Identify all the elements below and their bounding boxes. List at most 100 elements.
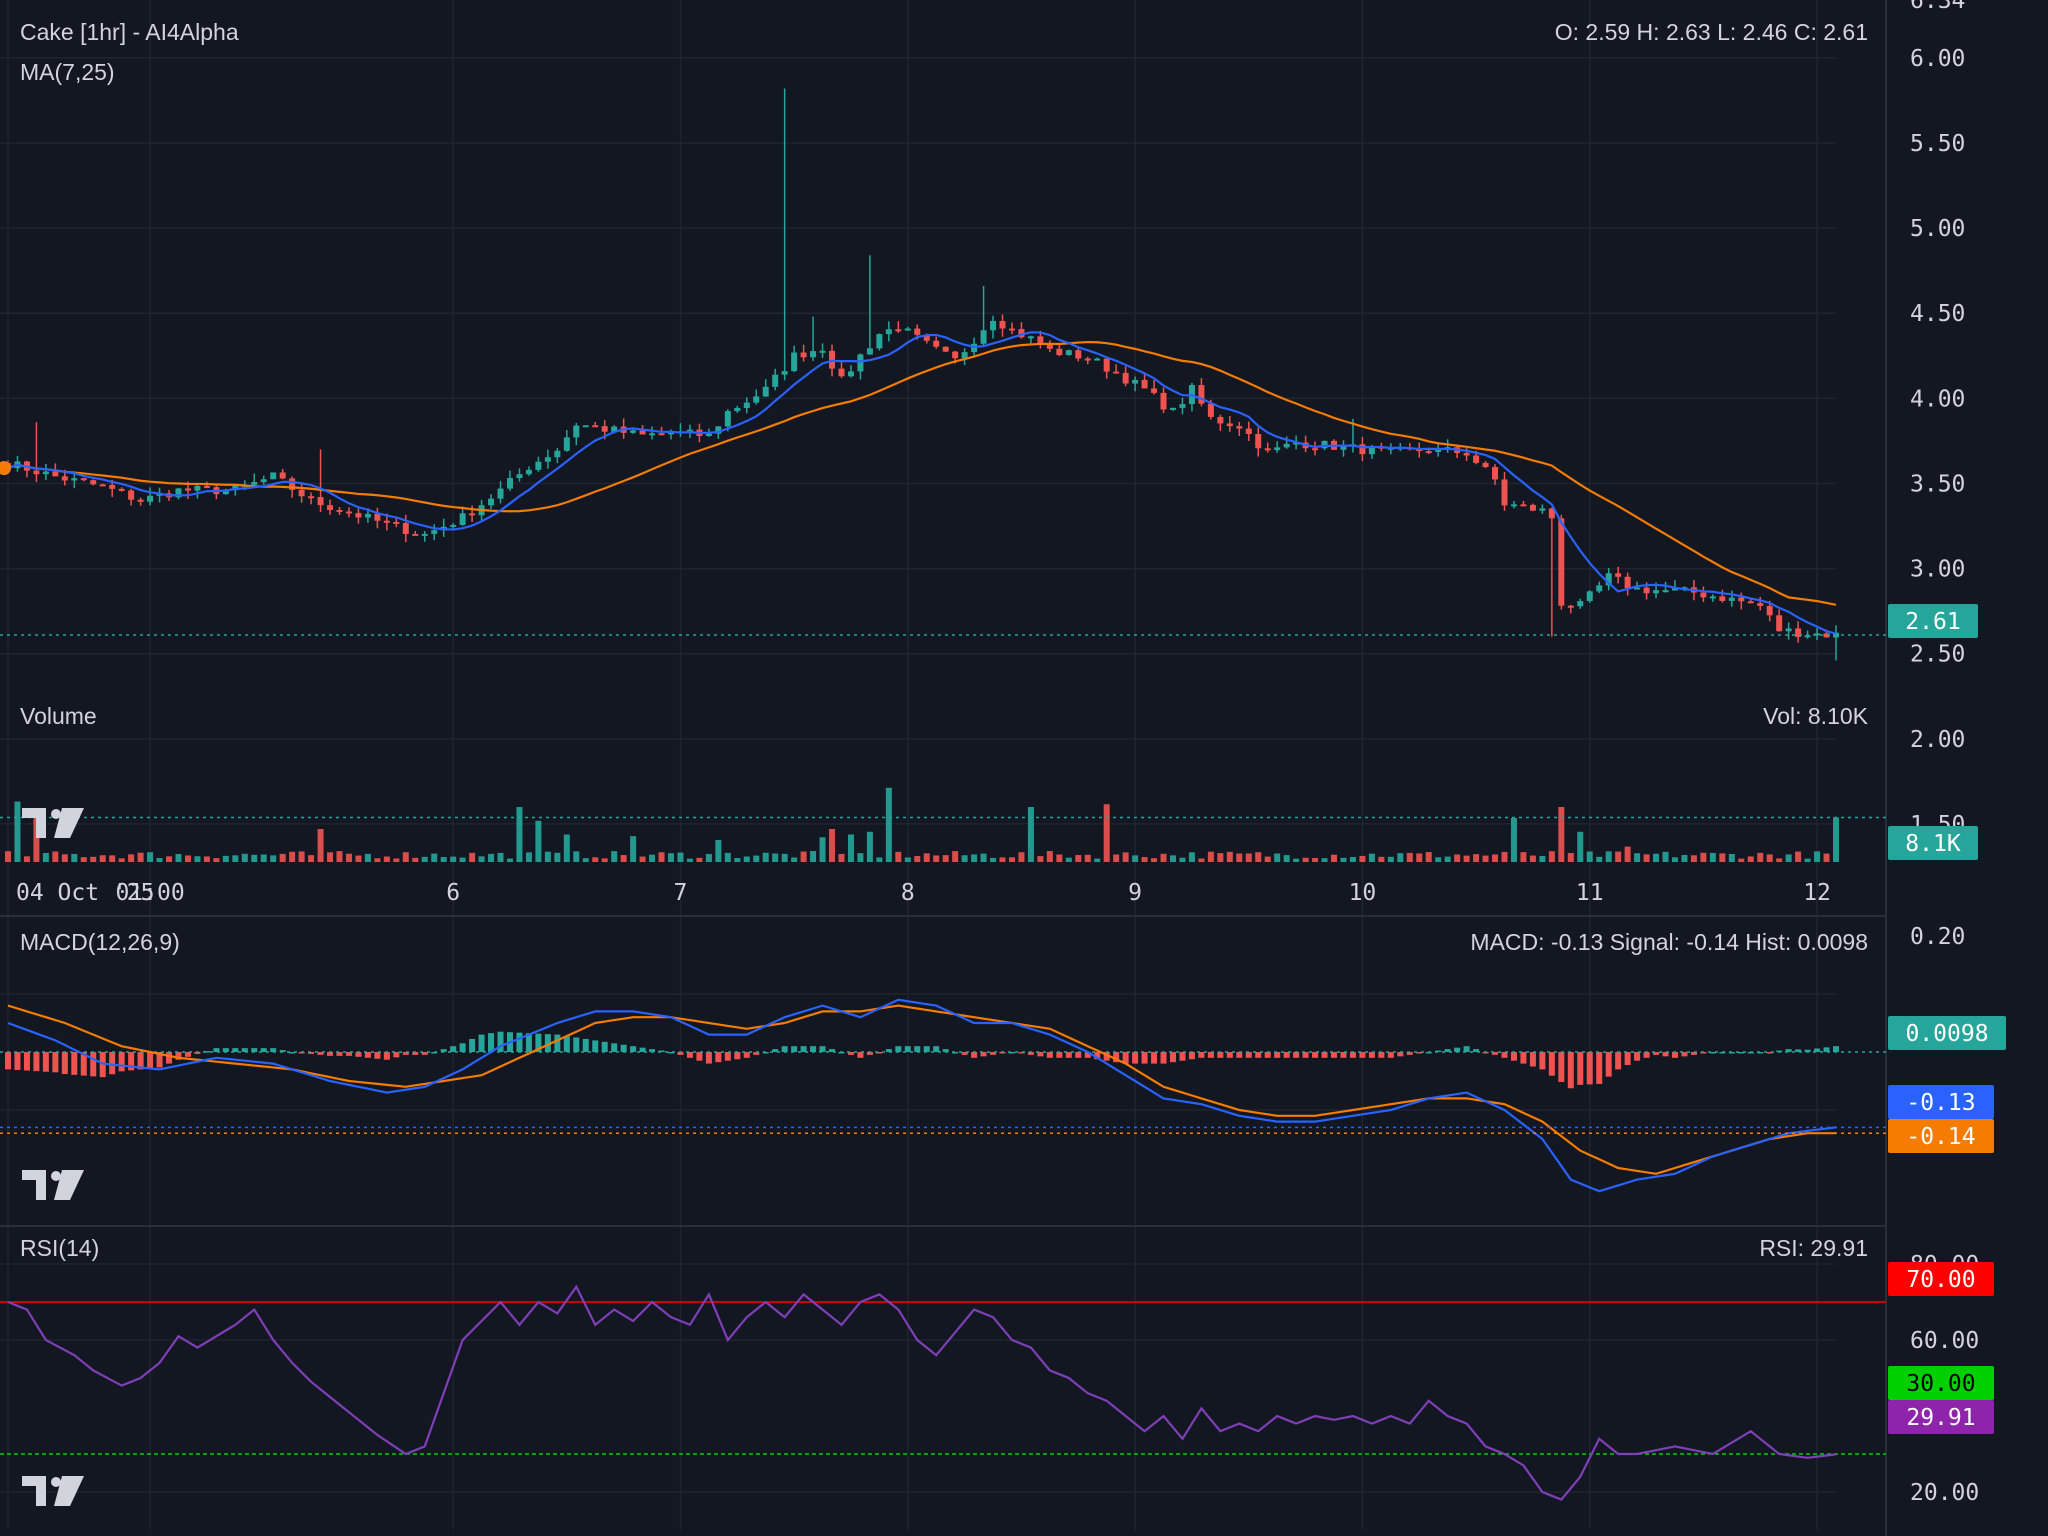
candle-body <box>260 479 267 482</box>
volume-bar <box>1406 852 1413 862</box>
volume-bar <box>601 858 608 862</box>
candle-body <box>1198 385 1205 404</box>
volume-bar <box>488 853 495 862</box>
macd-histogram-bar <box>279 1050 286 1052</box>
time-tick-label: 01:00 <box>115 880 184 906</box>
volume-bar <box>715 840 722 862</box>
volume-bar <box>52 851 59 862</box>
macd-histogram-bar <box>525 1033 532 1052</box>
macd-histogram-bar <box>980 1052 987 1057</box>
candle-body <box>980 330 987 344</box>
macd-histogram-bar <box>1075 1052 1082 1058</box>
macd-histogram-bar <box>128 1052 135 1071</box>
candle-body <box>1615 573 1622 577</box>
volume-bar <box>1700 852 1707 862</box>
candle-body <box>1368 446 1375 455</box>
last-price-badge: 2.61 <box>1888 604 1978 638</box>
macd-histogram-bar <box>1056 1052 1063 1058</box>
ma7-line <box>7 331 1837 635</box>
volume-bar <box>1274 853 1281 862</box>
candle-body <box>1425 451 1432 454</box>
candle-body <box>952 351 959 359</box>
macd-histogram-bar <box>270 1048 277 1052</box>
macd-histogram-bar <box>61 1052 68 1075</box>
macd-histogram-bar <box>544 1034 551 1052</box>
candle-body <box>1274 447 1281 451</box>
macd-histogram-bar <box>1681 1052 1688 1057</box>
candle-body <box>251 481 258 485</box>
volume-bar <box>677 852 684 862</box>
candle-body <box>876 334 883 349</box>
volume-bar <box>876 857 883 862</box>
volume-bar <box>990 857 997 862</box>
volume-bar <box>1008 857 1015 862</box>
macd-histogram-bar <box>440 1049 447 1052</box>
candle-body <box>147 495 154 502</box>
volume-bar <box>137 852 144 862</box>
volume-bar <box>1747 856 1754 862</box>
candle-body <box>1283 443 1290 448</box>
candle-body <box>668 432 675 435</box>
volume-bar <box>1690 855 1697 862</box>
volume-bar <box>554 852 561 862</box>
macd-histogram-bar <box>847 1052 854 1055</box>
macd-histogram-bar <box>1416 1052 1423 1054</box>
candle-body <box>1027 336 1034 339</box>
candle-body <box>1065 350 1072 356</box>
volume-bar <box>478 856 485 862</box>
volume-bar <box>203 856 210 862</box>
volume-bar <box>1151 858 1158 862</box>
volume-bar <box>1387 856 1394 862</box>
macd-title: MACD(12,26,9) <box>20 929 180 955</box>
volume-bar <box>942 855 949 862</box>
candle-body <box>1766 605 1773 616</box>
volume-bar <box>1605 851 1612 862</box>
macd-line <box>7 998 1837 1193</box>
time-tick-label: 11 <box>1576 880 1604 906</box>
volume-bar <box>573 851 580 862</box>
volume-bar <box>184 855 191 862</box>
volume-bar <box>1709 852 1716 862</box>
volume-bar <box>42 852 49 862</box>
macd-histogram-bar <box>677 1052 684 1055</box>
volume-bar <box>128 854 135 862</box>
rsi-tick-label: 60.00 <box>1910 1328 1979 1354</box>
volume-bar <box>1671 857 1678 862</box>
volume-bar <box>895 851 902 862</box>
macd-histogram-bar <box>1624 1052 1631 1066</box>
candle-body <box>42 471 49 475</box>
volume-bar <box>1823 853 1830 862</box>
svg-text:-0.13: -0.13 <box>1906 1090 1975 1116</box>
macd-histogram-bar <box>1179 1052 1186 1061</box>
volume-bar <box>1207 851 1214 862</box>
volume-bar <box>1795 851 1802 862</box>
signal-line <box>7 1004 1836 1175</box>
macd-histogram-bar <box>1378 1052 1385 1058</box>
volume-bar <box>166 856 173 862</box>
macd-histogram-bar <box>213 1048 220 1052</box>
volume-bar <box>1293 858 1300 862</box>
volume-bar <box>374 858 381 862</box>
volume-bar <box>1501 851 1508 862</box>
macd-histogram-bar <box>1823 1047 1830 1052</box>
candle-body <box>563 437 570 451</box>
macd-histogram-bar <box>1804 1049 1811 1052</box>
svg-text:-0.14: -0.14 <box>1906 1124 1975 1150</box>
volume-bar <box>1132 855 1139 862</box>
macd-histogram-bar <box>14 1052 21 1070</box>
candle-body <box>1605 573 1612 586</box>
macd-histogram-bar <box>1539 1052 1546 1070</box>
volume-bar <box>1738 858 1745 862</box>
macd-histogram-bar <box>336 1052 343 1056</box>
volume-bar <box>440 856 447 862</box>
volume-bar <box>1520 852 1527 862</box>
candle-body <box>658 433 665 436</box>
candle-body <box>374 513 381 521</box>
macd-histogram-bar <box>1596 1052 1603 1084</box>
macd-histogram-bar <box>1586 1052 1593 1085</box>
macd-histogram-bar <box>724 1052 731 1061</box>
volume-bar <box>847 834 854 862</box>
volume-bar <box>1482 855 1489 862</box>
macd-histogram-bar <box>668 1052 675 1054</box>
